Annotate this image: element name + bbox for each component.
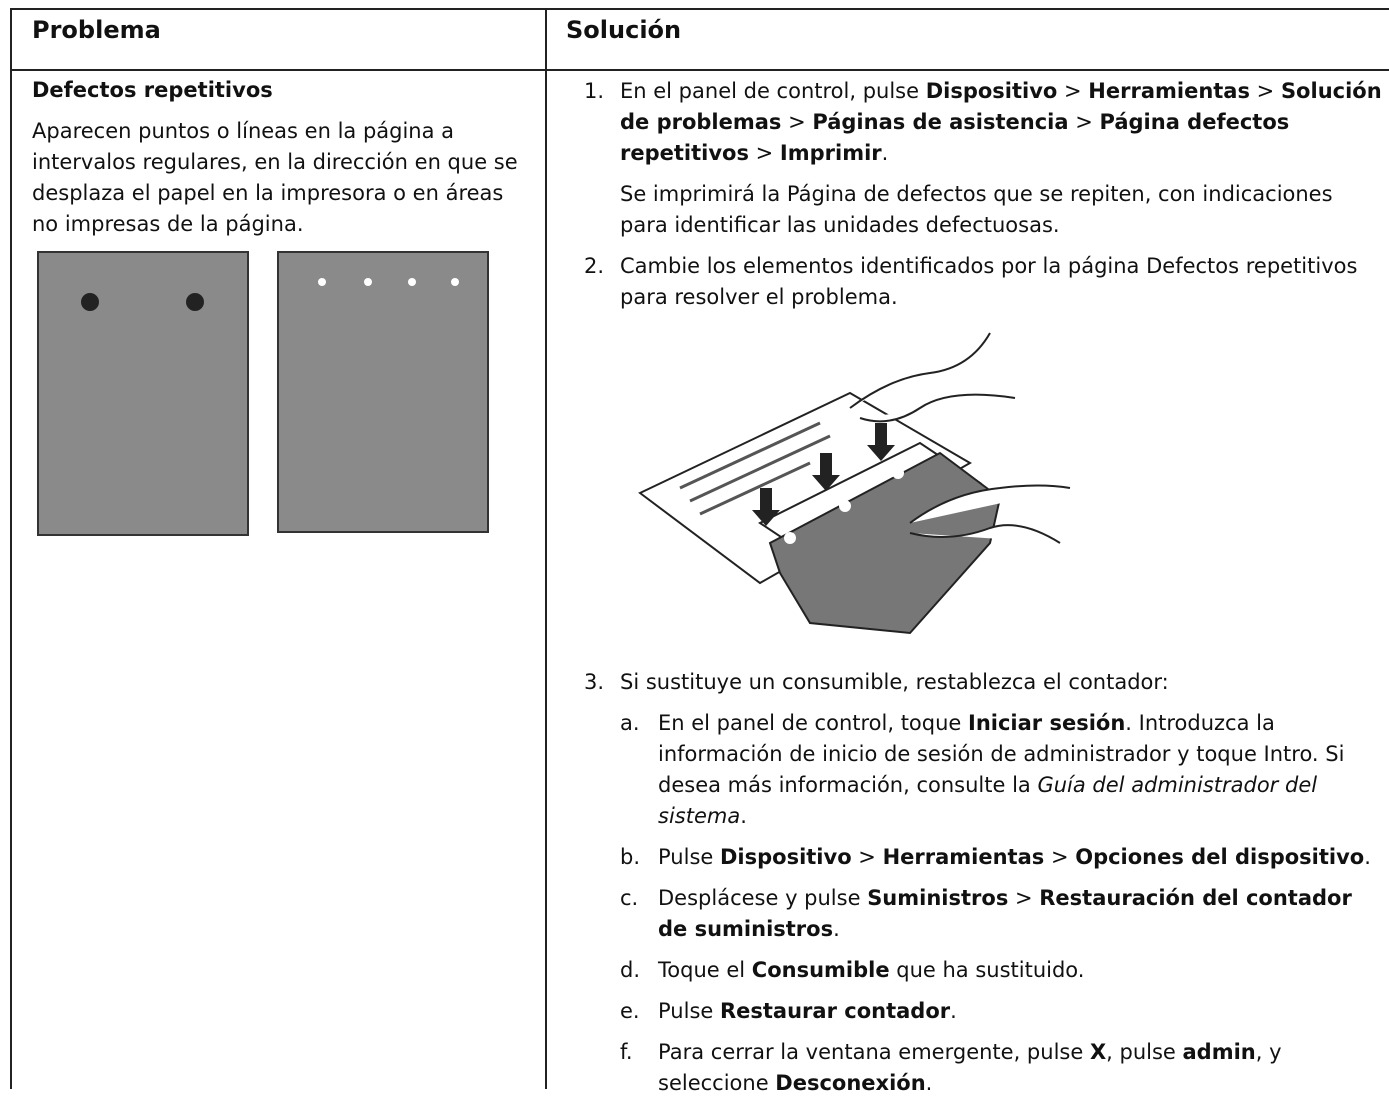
substep-text: Para cerrar la ventana emergente, pulse … (658, 1040, 1282, 1095)
text-run: Desplácese y pulse (658, 886, 868, 910)
step: 1. En el panel de control, pulse Disposit… (584, 76, 1384, 241)
text-run: Desconexión (775, 1071, 926, 1095)
step: 3. Si sustituye un consumible, restablezc… (584, 667, 1384, 1099)
text-run: admin (1182, 1040, 1256, 1064)
text-run: . (1364, 845, 1371, 869)
text-run: > (1008, 886, 1040, 910)
substep: d. Toque el Consumible que ha sustituido. (620, 955, 1384, 986)
solution-steps: 1. En el panel de control, pulse Disposit… (584, 76, 1384, 1109)
text-run: . (833, 917, 840, 941)
step-marker: 2. (584, 254, 605, 278)
substep: a. En el panel de control, toque Iniciar … (620, 708, 1384, 832)
text-run: Solución de problemas (620, 79, 1382, 134)
problem-title: Defectos repetitivos (32, 78, 273, 102)
text-run: que ha sustituido. (889, 958, 1085, 982)
text-run: . (881, 141, 889, 165)
substep-text: Pulse Dispositivo > Herramientas > Opcio… (658, 845, 1371, 869)
text-run: X (1089, 1040, 1107, 1064)
substep: e. Pulse Restaurar contador. (620, 996, 1384, 1027)
column-header: Solución (566, 16, 682, 44)
text-run: Suministros (867, 886, 1009, 910)
text-run: En el panel de control, toque (658, 711, 969, 735)
text-run: Imprimir (779, 141, 882, 165)
substep-marker: a. (620, 711, 640, 735)
text-run: Pulse (658, 999, 720, 1023)
text-run: , pulse (1106, 1040, 1183, 1064)
illustration (638, 332, 1071, 635)
text-run: Pulse (658, 845, 720, 869)
text-run: Herramientas (882, 845, 1045, 869)
text-run: Se imprimirá la Página de defectos que s… (620, 182, 1333, 237)
text-run: > (1068, 110, 1100, 134)
defect-samples (37, 251, 489, 536)
paragraph: Cambie los elementos identificados por l… (620, 251, 1384, 313)
column-header: Problema (32, 16, 161, 44)
text-run: > (851, 845, 883, 869)
text-run: . Introduzca la información de inicio de… (658, 711, 1345, 797)
text-run: Cambie los elementos identificados por l… (620, 254, 1358, 309)
substep-marker: c. (620, 886, 639, 910)
substep-marker: b. (620, 845, 641, 869)
text-run: Iniciar sesión (968, 711, 1126, 735)
substep-marker: e. (620, 999, 640, 1023)
text-run: > (1057, 79, 1089, 103)
step: 2. Cambie los elementos identificados por… (584, 251, 1384, 643)
text-run: . (740, 804, 747, 828)
text-run: Opciones del dispositivo (1075, 845, 1365, 869)
text-run: Si sustituye un consumible, restablezca … (620, 670, 1169, 694)
problem-description: Aparecen puntos o líneas en la página a … (32, 119, 518, 236)
substep-text: Pulse Restaurar contador. (658, 999, 957, 1023)
step-marker: 3. (584, 670, 605, 694)
substep: b. Pulse Dispositivo > Herramientas > Opc… (620, 842, 1384, 873)
substep-text: Toque el Consumible que ha sustituido. (658, 958, 1084, 982)
substep-text: Desplácese y pulse Suministros > Restaur… (658, 886, 1352, 941)
text-run: . (950, 999, 957, 1023)
table-border (10, 69, 1389, 71)
table-border (545, 8, 547, 1089)
text-run: Guía del administrador del sistema (658, 773, 1318, 828)
text-run: > (748, 141, 780, 165)
substep-marker: f. (620, 1040, 633, 1064)
text-run: Dispositivo (925, 79, 1058, 103)
text-run: > (1249, 79, 1281, 103)
text-run: Para cerrar la ventana emergente, pulse (658, 1040, 1090, 1064)
text-run: Páginas de asistencia (812, 110, 1069, 134)
substep-text: En el panel de control, toque Iniciar se… (658, 711, 1344, 828)
table-border (10, 8, 1389, 10)
text-run: En el panel de control, pulse (620, 79, 926, 103)
substep: c. Desplácese y pulse Suministros > Resta… (620, 883, 1384, 945)
paragraph: En el panel de control, pulse Dispositiv… (620, 76, 1384, 169)
text-run: > (1044, 845, 1076, 869)
table-border (10, 8, 12, 1089)
text-run: Restauración del contador de suministros (658, 886, 1352, 941)
text-run: Página defectos repetitivos (620, 110, 1290, 165)
text-run: Restaurar contador (719, 999, 951, 1023)
paragraph: Se imprimirá la Página de defectos que s… (620, 179, 1384, 241)
text-run: . (925, 1071, 933, 1095)
substep-marker: d. (620, 958, 641, 982)
text-run: Dispositivo (719, 845, 852, 869)
text-run: Consumible (751, 958, 890, 982)
substep: f. Para cerrar la ventana emergente, puls… (620, 1037, 1384, 1099)
text-run: Herramientas (1088, 79, 1250, 103)
step-marker: 1. (584, 79, 605, 103)
text-run: > (781, 110, 813, 134)
text-run: Toque el (658, 958, 752, 982)
paragraph: Si sustituye un consumible, restablezca … (620, 667, 1384, 698)
